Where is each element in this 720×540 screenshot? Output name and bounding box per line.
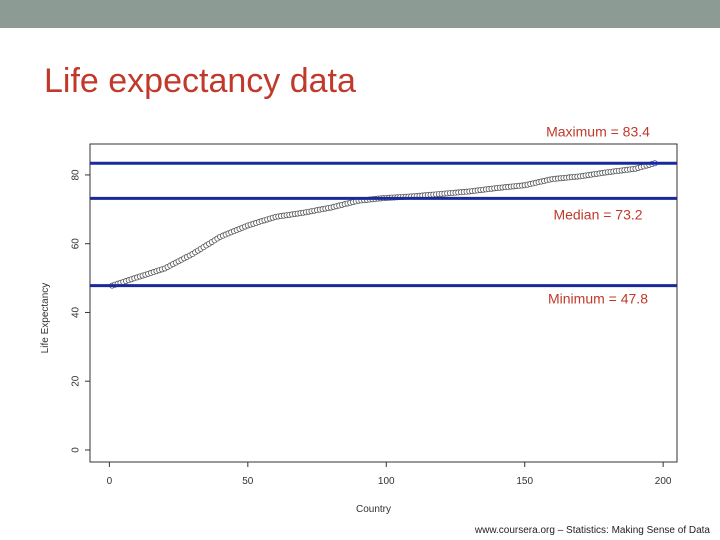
y-tick-label: 80 bbox=[71, 169, 82, 181]
x-tick-label: 100 bbox=[378, 476, 395, 487]
slide-title: Life expectancy data bbox=[44, 62, 356, 100]
y-tick-label: 40 bbox=[71, 306, 82, 318]
y-tick-label: 20 bbox=[71, 375, 82, 387]
x-tick-label: 150 bbox=[516, 476, 533, 487]
reference-annotation: Minimum = 47.8 bbox=[548, 291, 648, 307]
reference-annotation: Maximum = 83.4 bbox=[546, 123, 650, 139]
y-tick-label: 0 bbox=[71, 447, 82, 453]
x-tick-label: 200 bbox=[655, 476, 672, 487]
y-tick-label: 60 bbox=[71, 238, 82, 250]
x-axis-label: Country bbox=[356, 504, 391, 515]
reference-annotation: Median = 73.2 bbox=[553, 206, 642, 222]
plot-frame bbox=[89, 143, 678, 463]
y-axis-label: Life Expectancy bbox=[40, 283, 51, 354]
slide-top-bar bbox=[0, 0, 720, 28]
x-tick-label: 0 bbox=[107, 476, 113, 487]
slide-footer: www.coursera.org – Statistics: Making Se… bbox=[474, 525, 710, 536]
x-tick-label: 50 bbox=[242, 476, 254, 487]
